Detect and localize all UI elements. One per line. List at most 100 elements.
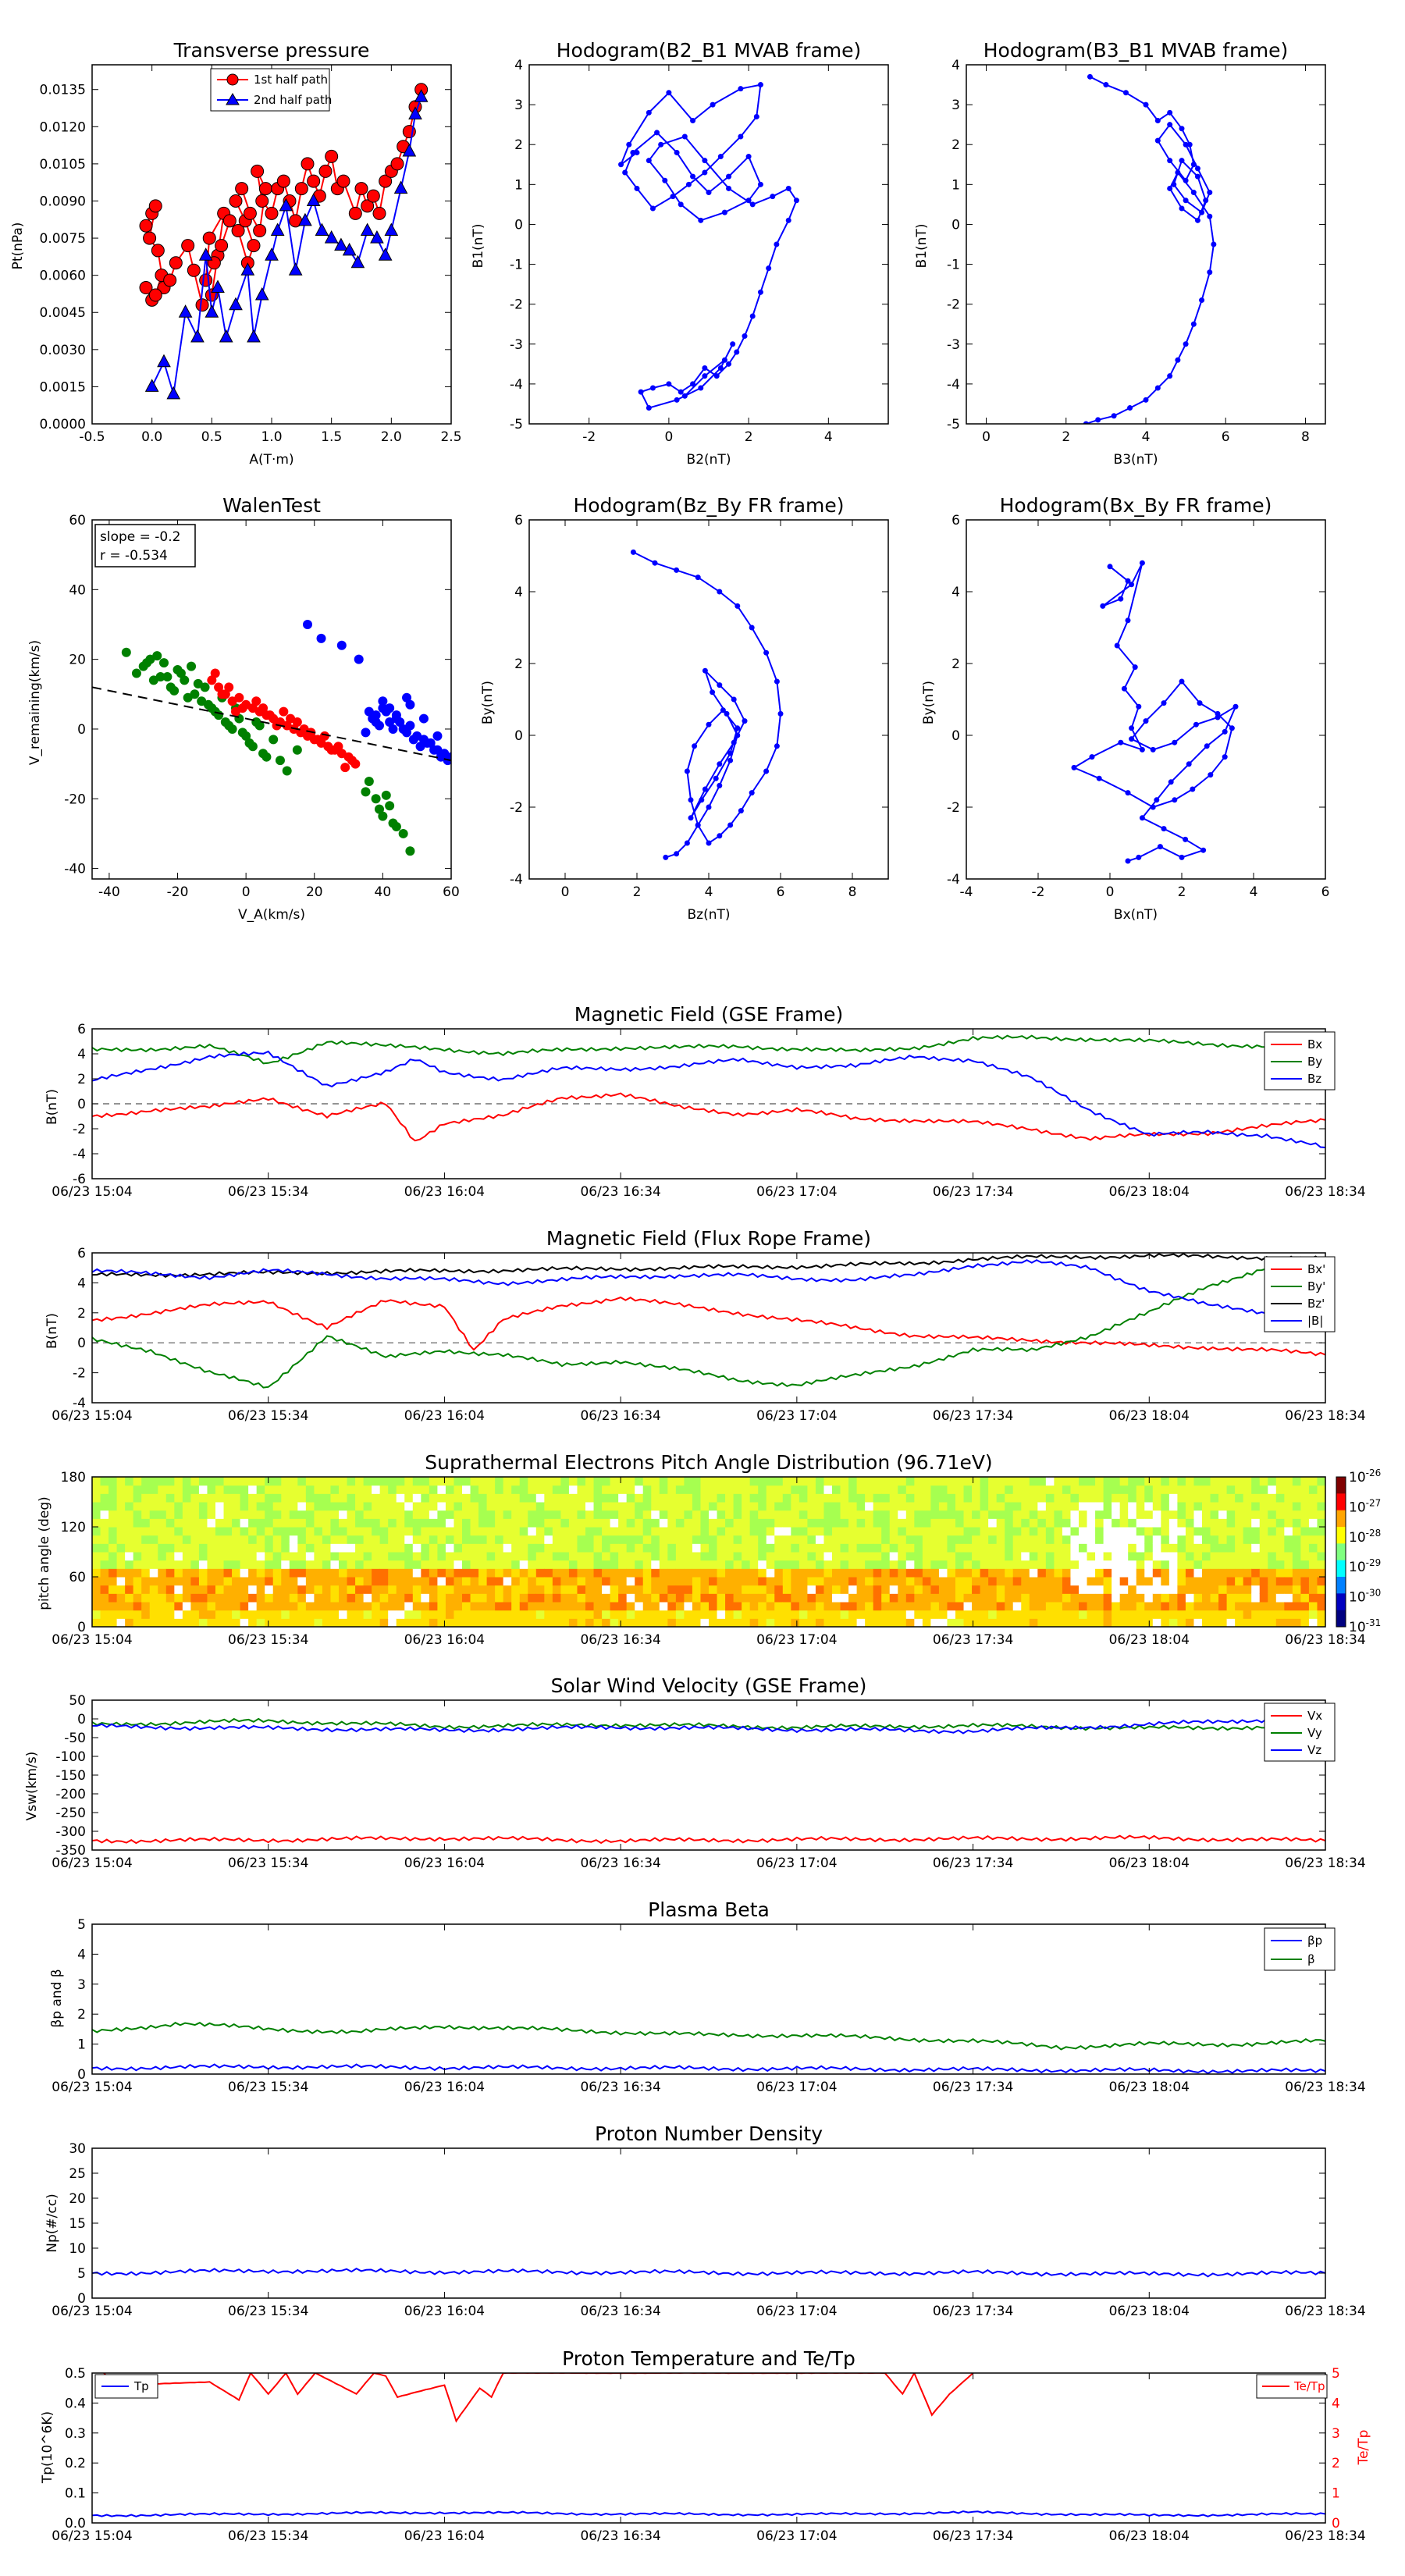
series-line-mg (92, 1034, 1325, 1065)
heatmap-cell (232, 1602, 241, 1611)
heatmap-cell (355, 1493, 365, 1503)
heatmap-cell (421, 1535, 430, 1544)
heatmap-cell (856, 1493, 866, 1503)
heatmap-cell (470, 1510, 479, 1519)
heatmap-cell (297, 1518, 307, 1528)
heatmap-cell (511, 1585, 521, 1594)
heatmap-cell (363, 1593, 372, 1603)
heatmap-cell (799, 1560, 808, 1569)
heatmap-cell (330, 1510, 340, 1519)
heatmap-cell (363, 1518, 372, 1528)
heatmap-cell (947, 1602, 956, 1611)
heatmap-cell (593, 1577, 603, 1586)
marker-dot (1171, 181, 1177, 187)
heatmap-cell (749, 1485, 759, 1494)
marker-dot (731, 739, 737, 745)
heatmap-cell (462, 1560, 471, 1569)
heatmap-cell (1251, 1593, 1261, 1603)
marker-circle (169, 256, 183, 270)
heatmap-cell (938, 1502, 948, 1511)
heatmap-cell (347, 1552, 356, 1561)
marker-triangle (350, 254, 365, 269)
heatmap-cell (972, 1543, 981, 1553)
heatmap-cell (223, 1610, 233, 1619)
heatmap-cell (1161, 1618, 1170, 1628)
heatmap-cell (610, 1585, 619, 1594)
heatmap-cell (240, 1535, 249, 1544)
marker-dot (1200, 847, 1207, 853)
heatmap-cell (593, 1535, 603, 1544)
marker-circle (361, 199, 375, 213)
heatmap-cell (535, 1552, 545, 1561)
heatmap-cell (749, 1593, 759, 1603)
y-tick-label: 15 (69, 2216, 86, 2232)
x-tick-label: 2.5 (440, 429, 461, 445)
heatmap-cell (92, 1593, 101, 1603)
heatmap-cell (585, 1560, 595, 1569)
heatmap-cell (848, 1618, 858, 1628)
heatmap-cell (1070, 1577, 1080, 1586)
x-tick-label: 06/23 15:04 (52, 2304, 132, 2319)
heatmap-cell (1177, 1543, 1186, 1553)
heatmap-cell (528, 1568, 537, 1578)
heatmap-cell (914, 1568, 923, 1578)
heatmap-cell (832, 1502, 841, 1511)
x-tick-label: -0.5 (79, 429, 105, 445)
heatmap-cell (898, 1610, 907, 1619)
marker-triangle (211, 279, 225, 294)
heatmap-cell (396, 1568, 405, 1578)
heatmap-cell (774, 1568, 784, 1578)
heatmap-cell (642, 1493, 652, 1503)
heatmap-cell (511, 1593, 521, 1603)
heatmap-cell (626, 1610, 635, 1619)
heatmap-cell (552, 1527, 561, 1536)
heatmap-cell (733, 1485, 742, 1494)
heatmap-cell (568, 1585, 578, 1594)
heatmap-cell (519, 1518, 528, 1528)
heatmap-cell (1193, 1602, 1203, 1611)
heatmap-cell (560, 1552, 570, 1561)
marker-circle (143, 231, 157, 245)
heatmap-cell (635, 1560, 644, 1569)
scatter-point-wt (385, 801, 395, 811)
heatmap-cell (1284, 1618, 1293, 1628)
marker-circle (354, 182, 368, 196)
heatmap-cell (495, 1568, 504, 1578)
heatmap-cell (355, 1485, 365, 1494)
heatmap-cell (717, 1560, 726, 1569)
heatmap-cell (1226, 1585, 1236, 1594)
scatter-point-wt (371, 794, 381, 804)
marker-circle (229, 194, 243, 208)
heatmap-cell (848, 1610, 858, 1619)
heatmap-cell (1095, 1602, 1104, 1611)
heatmap-cell (1045, 1568, 1055, 1578)
y-tick-label: 0.0045 (40, 305, 86, 321)
marker-dot (646, 158, 652, 164)
heatmap-cell (881, 1560, 891, 1569)
heatmap-cell (618, 1518, 628, 1528)
heatmap-cell (248, 1585, 258, 1594)
heatmap-cell (470, 1493, 479, 1503)
heatmap-cell (1136, 1518, 1145, 1528)
heatmap-cell (815, 1518, 824, 1528)
heatmap-cell (955, 1535, 965, 1544)
heatmap-cell (544, 1477, 553, 1486)
y-tick-label: 2 (514, 137, 523, 153)
heatmap-cell (889, 1493, 898, 1503)
heatmap-cell (898, 1568, 907, 1578)
heatmap-cell (182, 1593, 191, 1603)
heatmap-cell (881, 1477, 891, 1486)
heatmap-cell (1275, 1535, 1285, 1544)
heatmap-cell (412, 1518, 422, 1528)
heatmap-cell (667, 1527, 677, 1536)
scatter-point-wt (361, 787, 371, 797)
heatmap-cell (717, 1543, 726, 1553)
heatmap-cell (988, 1585, 998, 1594)
heatmap-cell (116, 1585, 126, 1594)
heatmap-cell (618, 1510, 628, 1519)
heatmap-cell (215, 1502, 225, 1511)
heatmap-cell (1012, 1560, 1022, 1569)
heatmap-cell (659, 1518, 668, 1528)
heatmap-cell (289, 1485, 298, 1494)
y-tick-label: -5 (947, 417, 960, 432)
